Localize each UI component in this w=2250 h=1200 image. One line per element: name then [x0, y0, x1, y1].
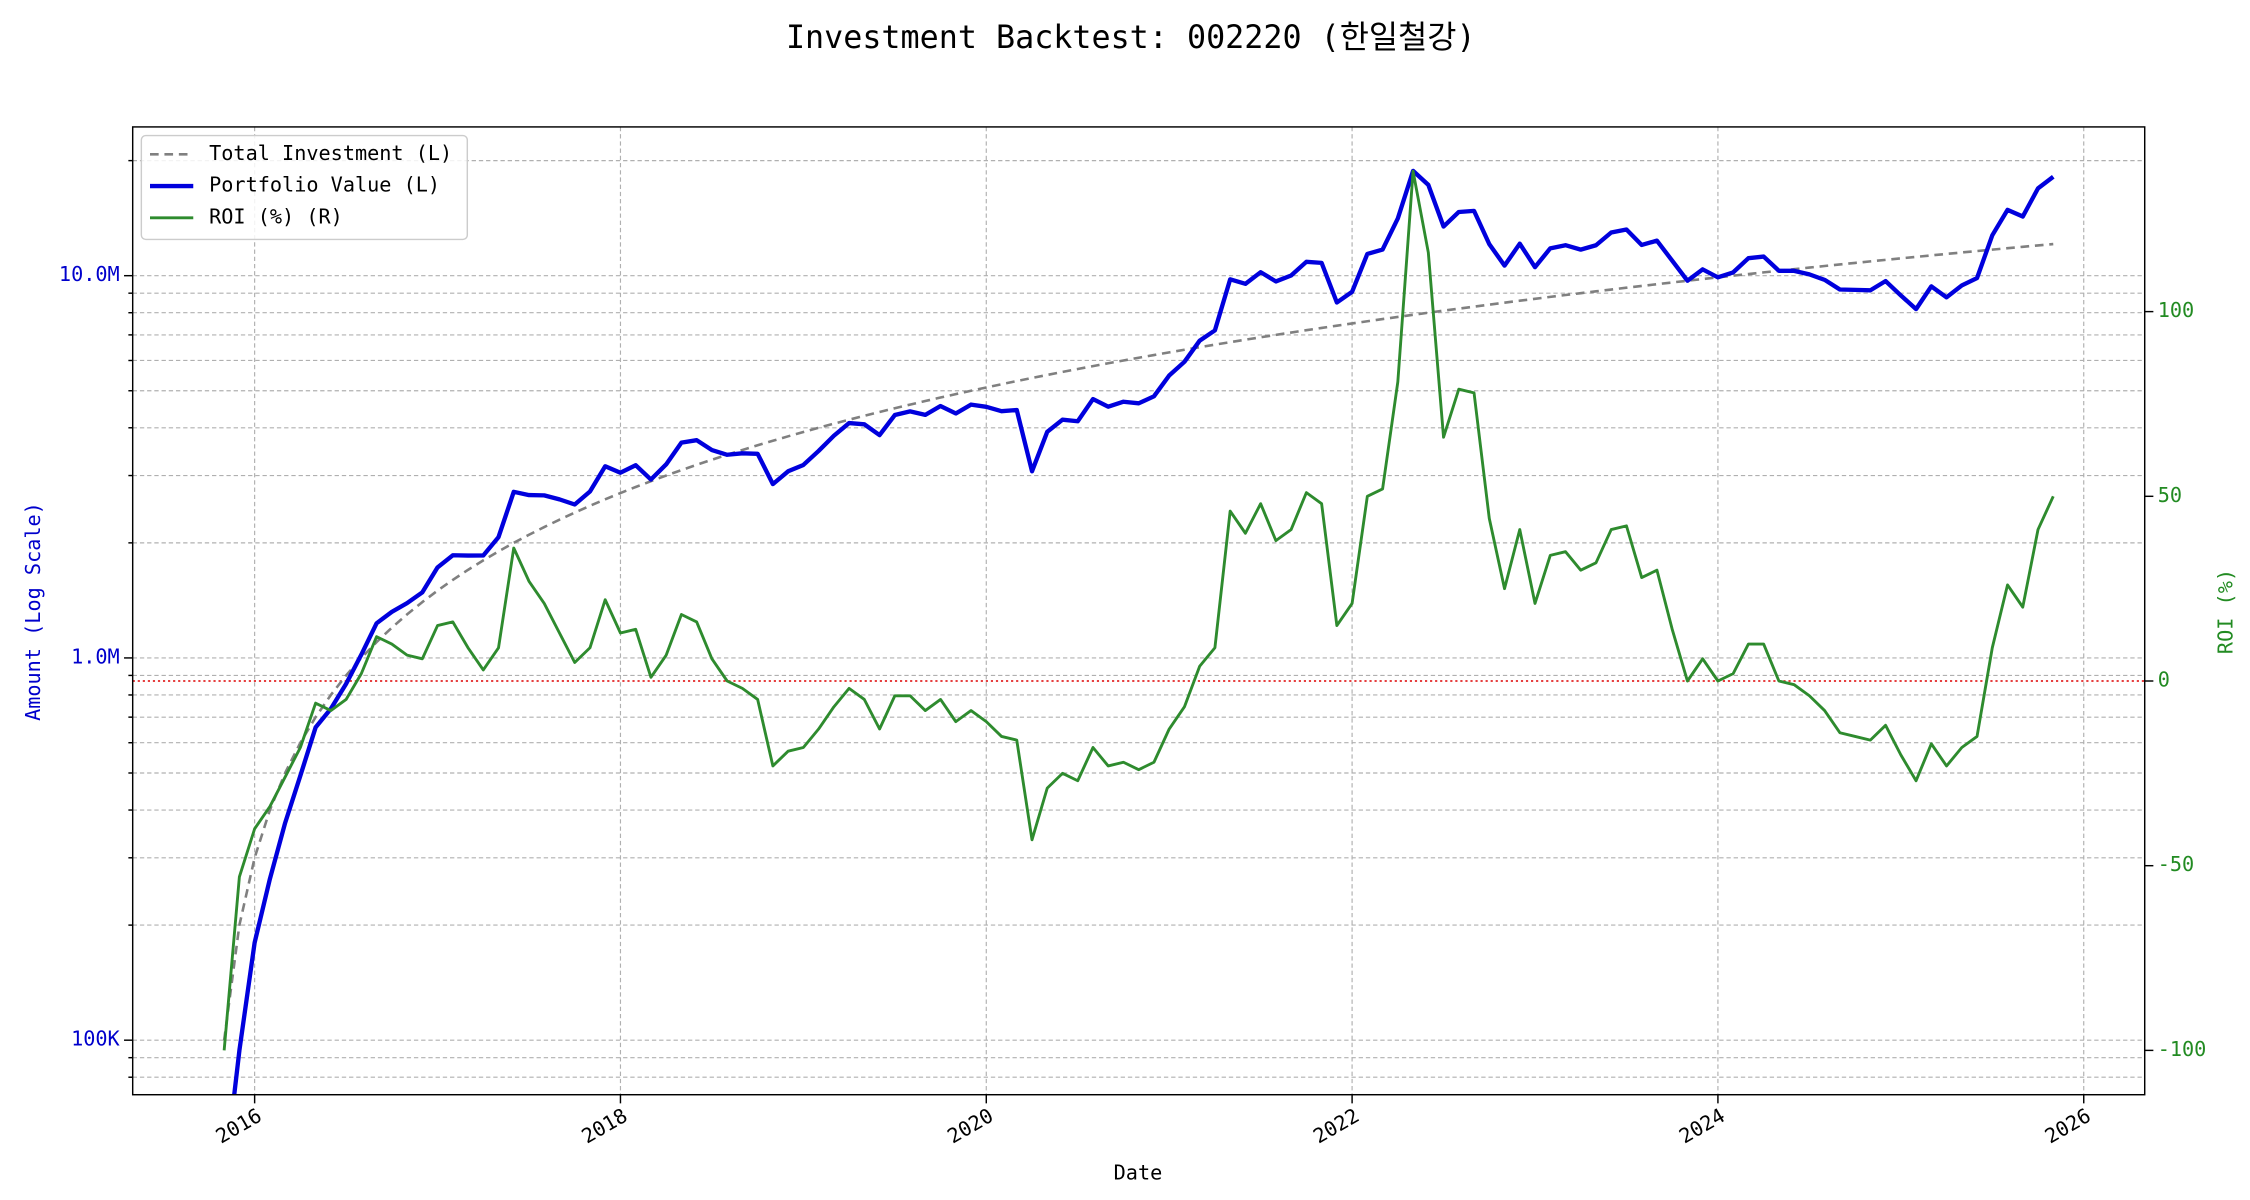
- y2-tick-label: 0: [2158, 668, 2170, 692]
- series-line: [222, 169, 2055, 1051]
- legend-label: Total Investment (L): [209, 141, 452, 165]
- y2-tick-label: -100: [2158, 1037, 2207, 1061]
- y-axis-label: Amount (Log Scale): [21, 502, 45, 721]
- plot-frame: [131, 126, 2146, 1096]
- y2-tick-label: -50: [2158, 852, 2194, 876]
- plot-area: [222, 168, 2055, 1095]
- chart-title: Investment Backtest: 002220 (한일철강): [786, 20, 1476, 56]
- series-line: [222, 242, 2054, 1041]
- legend-label: ROI (%) (R): [209, 204, 343, 228]
- y2-tick-label: 100: [2158, 298, 2194, 322]
- legend-label: Portfolio Value (L): [209, 173, 440, 197]
- legend-box: [140, 134, 469, 241]
- y-tick-label: 1.0M: [71, 644, 120, 668]
- y-tick-label: 100K: [71, 1027, 120, 1051]
- y2-axis-label: ROI (%): [2213, 569, 2237, 654]
- y2-tick-label: 50: [2158, 483, 2182, 507]
- y-tick-label: 10.0M: [59, 262, 120, 286]
- x-axis-label: Date: [1114, 1161, 1163, 1185]
- series-line: [232, 168, 2055, 1095]
